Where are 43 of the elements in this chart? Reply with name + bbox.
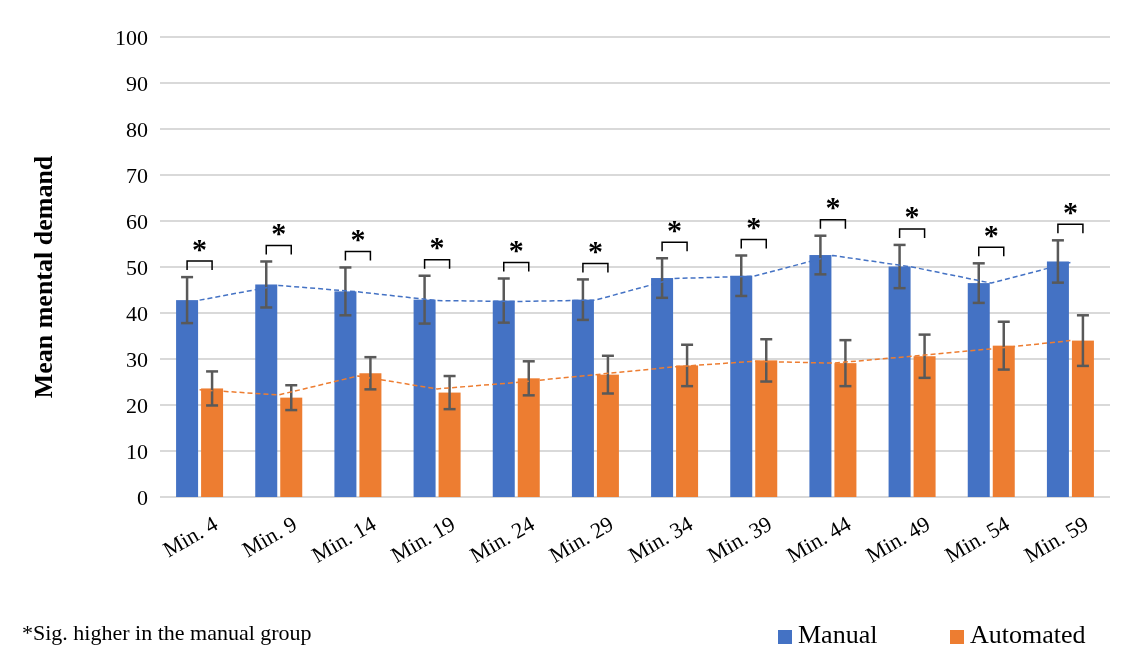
annotation: *: [271, 215, 287, 249]
x-tick-label: Min. 39: [703, 511, 776, 568]
x-tick-label: Min. 4: [158, 511, 222, 563]
annotation: *: [1062, 194, 1078, 228]
y-axis-title: Mean mental demand: [29, 155, 58, 399]
y-tick-label: 100: [115, 24, 148, 50]
bar: [280, 397, 303, 497]
annotation: *: [350, 221, 366, 255]
annotation: *: [746, 210, 762, 243]
bar: [1071, 340, 1094, 497]
y-tick-label: 20: [126, 392, 148, 418]
annotation: *: [667, 212, 683, 246]
annotation: *: [508, 233, 524, 266]
annotation: *: [904, 199, 920, 233]
x-tick-label: Min. 14: [307, 511, 381, 568]
x-tick-label: Min. 49: [861, 511, 935, 568]
y-tick-label: 90: [126, 70, 148, 96]
legend-label: Manual: [798, 620, 878, 649]
x-tick-label: Min. 34: [623, 511, 697, 568]
x-tick-label: Min. 59: [1019, 511, 1093, 568]
x-tick-label: Min. 54: [940, 511, 1014, 568]
annotation: *: [825, 190, 841, 224]
annotation: *: [587, 233, 603, 267]
y-tick-label: 70: [126, 162, 148, 188]
x-tick-label: Min. 19: [386, 511, 460, 568]
x-tick-label: Min. 9: [237, 511, 301, 563]
y-tick-label: 80: [126, 116, 148, 142]
y-tick-label: 30: [126, 346, 148, 372]
y-tick-label: 40: [126, 300, 148, 326]
legend-label: Automated: [970, 620, 1086, 649]
text: *Sig. higher in the manual group: [22, 620, 312, 645]
annotation: *: [192, 231, 208, 265]
bar: [438, 392, 461, 497]
y-tick-label: 10: [126, 438, 148, 464]
x-tick-label: Min. 29: [544, 511, 618, 568]
annotation: *: [983, 217, 999, 251]
bar: [176, 300, 199, 497]
y-tick-label: 0: [137, 484, 148, 510]
x-tick-label: Min. 44: [782, 511, 856, 568]
y-tick-label: 50: [126, 254, 148, 280]
annotation: *: [429, 230, 445, 264]
x-tick-label: Min. 24: [465, 511, 539, 568]
y-tick-label: 60: [126, 208, 148, 234]
